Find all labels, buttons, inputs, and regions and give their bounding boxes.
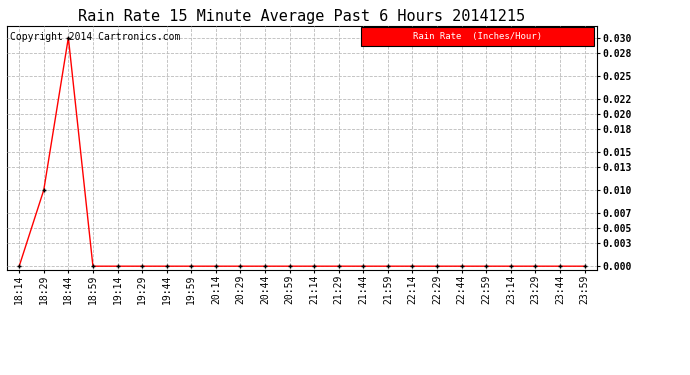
Title: Rain Rate 15 Minute Average Past 6 Hours 20141215: Rain Rate 15 Minute Average Past 6 Hours… — [78, 9, 526, 24]
Text: Copyright 2014 Cartronics.com: Copyright 2014 Cartronics.com — [10, 32, 180, 42]
FancyBboxPatch shape — [361, 27, 594, 46]
Text: Rain Rate  (Inches/Hour): Rain Rate (Inches/Hour) — [413, 32, 542, 41]
